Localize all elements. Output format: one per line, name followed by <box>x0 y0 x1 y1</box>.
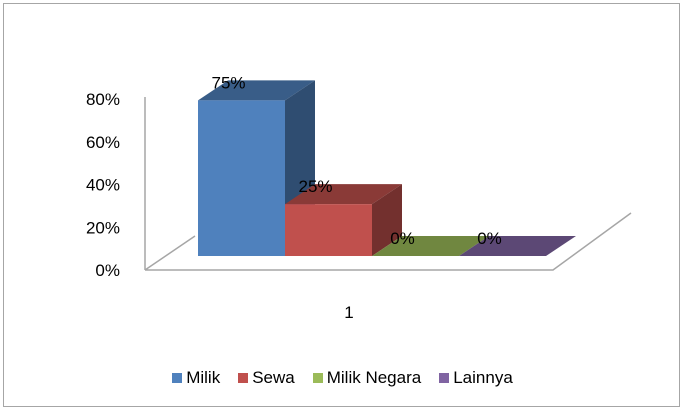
legend-label-lainnya: Lainnya <box>453 368 513 387</box>
bar-top-face <box>372 236 489 256</box>
legend: Milik Sewa Milik Negara Lainnya <box>0 368 685 388</box>
legend-label-milik: Milik <box>186 368 221 387</box>
legend-item-lainnya: Lainnya <box>439 368 513 388</box>
x-tick-label: 1 <box>344 303 353 322</box>
bar-lainnya <box>459 236 576 256</box>
y-tick-label: 80% <box>86 90 120 109</box>
floor-outline <box>144 212 632 271</box>
y-tick-label: 0% <box>95 261 120 280</box>
legend-swatch-sewa <box>238 373 249 383</box>
data-label-milik: 75% <box>211 73 245 92</box>
legend-item-sewa: Sewa <box>238 368 295 388</box>
legend-swatch-lainnya <box>439 373 450 383</box>
legend-item-milik-negara: Milik Negara <box>312 368 422 388</box>
legend-swatch-milik-negara <box>312 373 323 383</box>
bar-sewa <box>285 184 402 256</box>
data-label-lainnya: 0% <box>477 229 502 248</box>
legend-label-milik-negara: Milik Negara <box>326 368 422 387</box>
bar-top-face <box>459 236 576 256</box>
bar-top-face <box>285 184 402 205</box>
legend-item-milik: Milik <box>172 368 220 388</box>
data-label-milik-negara: 0% <box>390 229 415 248</box>
bar-milik-negara <box>372 236 489 256</box>
bar-front-face <box>198 100 285 256</box>
legend-label-sewa: Sewa <box>252 368 295 387</box>
y-tick-label: 60% <box>86 133 120 152</box>
data-label-sewa: 25% <box>298 177 332 196</box>
bar-side-face <box>372 184 402 256</box>
y-tick-label: 40% <box>86 176 120 195</box>
bar-top-face <box>198 80 315 101</box>
y-tick-label: 20% <box>86 218 120 237</box>
bar-front-face <box>285 204 372 256</box>
legend-swatch-milik <box>172 373 183 383</box>
